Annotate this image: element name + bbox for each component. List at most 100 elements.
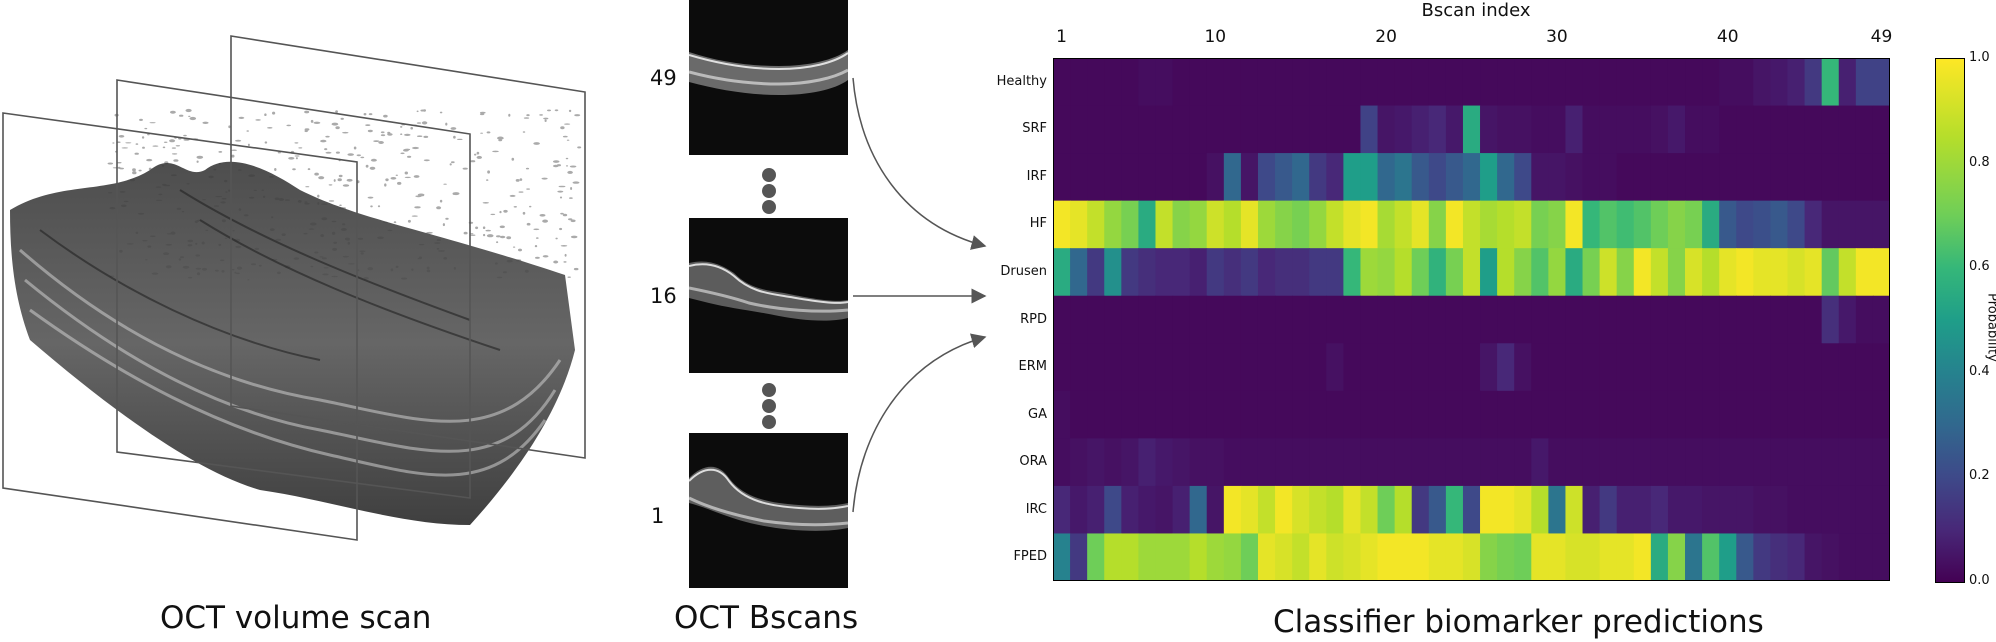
heatmap-cell (1753, 248, 1772, 297)
heatmap-cell (1138, 295, 1157, 344)
heatmap-cell (1770, 295, 1789, 344)
heatmap-cell (1360, 438, 1379, 487)
heatmap-cell (1633, 105, 1652, 154)
heatmap-cell (1428, 533, 1447, 581)
heatmap-cell (1872, 343, 1890, 392)
heatmap-cell (1497, 248, 1515, 297)
heatmap-cell (1292, 295, 1310, 344)
heatmap-cell (1070, 248, 1088, 297)
heatmap-cell (1445, 200, 1464, 249)
heatmap-cell (1702, 200, 1720, 249)
heatmap-cell (1462, 533, 1481, 581)
ellipsis-dot (762, 415, 776, 429)
heatmap-cell (1223, 390, 1242, 439)
heatmap-cell (1121, 533, 1140, 581)
heatmap-cell (1872, 200, 1890, 249)
heatmap-cell (1480, 153, 1498, 202)
y-tick-label: Drusen (1000, 263, 1047, 279)
heatmap-cell (1480, 248, 1498, 297)
heatmap-cell (1804, 58, 1823, 107)
heatmap-cell (1753, 105, 1772, 154)
heatmap-cell (1121, 58, 1140, 107)
heatmap-cell (1087, 485, 1105, 535)
heatmap-cell (1394, 153, 1413, 202)
heatmap-cell (1616, 58, 1635, 107)
heatmap-cell (1582, 343, 1601, 392)
heatmap-cell (1138, 438, 1157, 487)
heatmap-cell (1548, 200, 1567, 249)
heatmap-cell (1702, 533, 1720, 581)
heatmap-cell (1275, 248, 1293, 297)
heatmap-cell (1736, 58, 1754, 107)
heatmap-cell (1462, 343, 1481, 392)
heatmap-cell (1599, 153, 1618, 202)
heatmap-cell (1838, 485, 1857, 535)
heatmap-cell (1172, 58, 1191, 107)
heatmap-cell (1497, 390, 1515, 439)
heatmap-cell (1087, 438, 1105, 487)
heatmap-cell (1736, 533, 1754, 581)
heatmap-cell (1667, 200, 1686, 249)
heatmap-cell (1548, 438, 1567, 487)
heatmap-cell (1616, 200, 1635, 249)
arrow-from-1 (852, 333, 987, 513)
heatmap-cell (1582, 295, 1601, 344)
heatmap-cell (1548, 343, 1567, 392)
caption-predictions: Classifier biomarker predictions (1273, 604, 1764, 640)
heatmap-cell (1565, 200, 1584, 249)
heatmap-cell (1650, 295, 1669, 344)
heatmap-cell (1565, 58, 1584, 107)
heatmap-cell (1445, 295, 1464, 344)
heatmap-cell (1053, 390, 1071, 439)
heatmap-cell (1685, 390, 1703, 439)
heatmap-cell (1514, 248, 1532, 297)
heatmap-cell (1497, 200, 1515, 249)
heatmap-cell (1411, 153, 1430, 202)
heatmap-cell (1172, 438, 1191, 487)
bscan-image-49 (689, 0, 848, 155)
heatmap-cell (1821, 200, 1840, 249)
heatmap-cell (1206, 58, 1225, 107)
heatmap-cell (1360, 533, 1379, 581)
heatmap-cell (1343, 200, 1362, 249)
heatmap-cell (1275, 343, 1293, 392)
bscan-label-16: 16 (650, 284, 677, 308)
heatmap-cell (1855, 533, 1874, 581)
heatmap-cell (1804, 200, 1823, 249)
heatmap-cell (1821, 438, 1840, 487)
heatmap-cell (1343, 533, 1362, 581)
heatmap-cell (1275, 485, 1293, 535)
heatmap-cell (1070, 343, 1088, 392)
heatmap-cell (1428, 200, 1447, 249)
heatmap-cell (1599, 533, 1618, 581)
heatmap-cell (1343, 438, 1362, 487)
heatmap-cell (1821, 390, 1840, 439)
heatmap-cell (1719, 390, 1737, 439)
heatmap-cell (1121, 105, 1140, 154)
heatmap-cell (1223, 58, 1242, 107)
heatmap-cell (1172, 390, 1191, 439)
heatmap-cell (1633, 200, 1652, 249)
heatmap-cell (1053, 438, 1071, 487)
heatmap-cell (1189, 343, 1208, 392)
heatmap-cell (1121, 200, 1140, 249)
heatmap-cell (1565, 390, 1584, 439)
heatmap-cell (1326, 58, 1344, 107)
heatmap-cell (1753, 533, 1772, 581)
heatmap-cell (1394, 343, 1413, 392)
heatmap-cell (1292, 58, 1310, 107)
heatmap-cell (1104, 200, 1122, 249)
oct-volume-illustration (2, 35, 586, 541)
y-tick-label: ERM (1018, 359, 1047, 375)
heatmap-cell (1411, 248, 1430, 297)
heatmap-cell (1514, 105, 1532, 154)
heatmap-cell (1719, 533, 1737, 581)
heatmap-cell (1206, 248, 1225, 297)
heatmap-cell (1685, 295, 1703, 344)
heatmap-cell (1087, 58, 1105, 107)
heatmap-cell (1531, 153, 1549, 202)
heatmap-cell (1650, 533, 1669, 581)
heatmap-cell (1821, 485, 1840, 535)
heatmap-cell (1565, 153, 1584, 202)
heatmap-cell (1155, 343, 1174, 392)
